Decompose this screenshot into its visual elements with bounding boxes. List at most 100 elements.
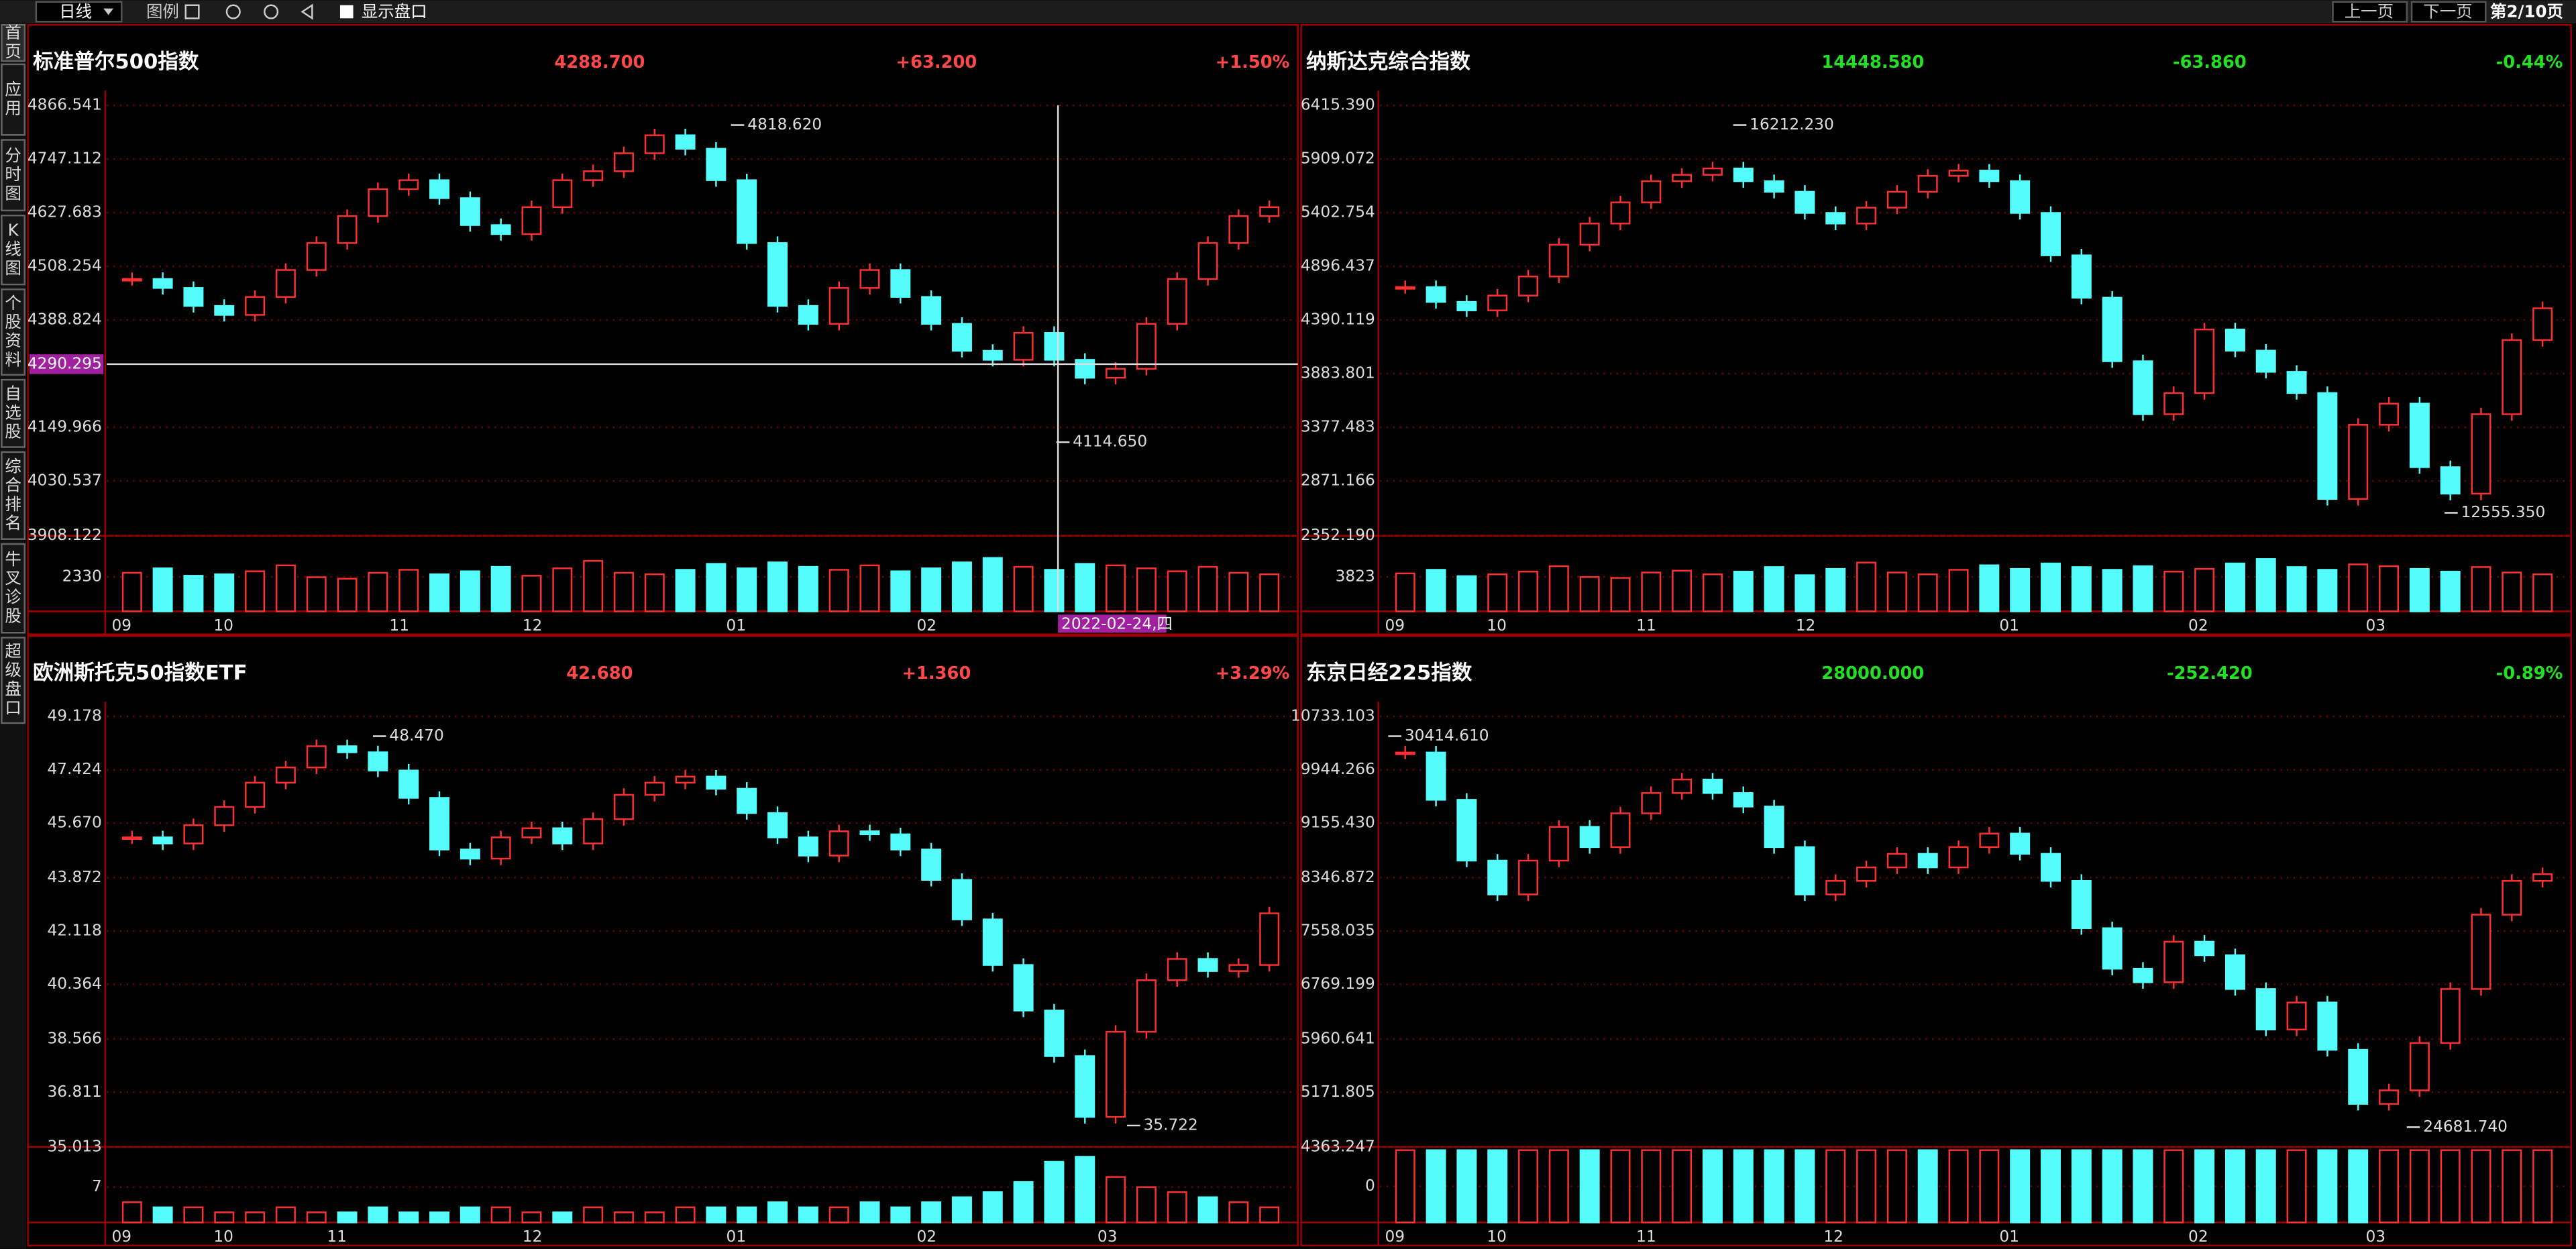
- candle: [152, 278, 173, 289]
- sidebar-tab-label[interactable]: 分时图: [5, 146, 21, 203]
- candle: [1794, 191, 1815, 214]
- volume-bar: [1733, 1149, 1754, 1224]
- legend-button[interactable]: 图例: [146, 2, 179, 21]
- sidebar-tab-label[interactable]: 综合排名: [5, 457, 21, 533]
- volume-bar: [1456, 1149, 1477, 1224]
- volume-bar: [890, 1206, 911, 1224]
- grid-icon[interactable]: [184, 4, 200, 19]
- volume-bar: [398, 569, 419, 612]
- prev-label[interactable]: 上一页: [2345, 2, 2394, 21]
- candle: [1579, 826, 1600, 849]
- sidebar-tab[interactable]: [1, 23, 25, 62]
- candle: [675, 134, 696, 150]
- volume-bar: [1044, 1160, 1065, 1224]
- volume-bar: [1702, 573, 1723, 612]
- annotation: 16212.230: [1750, 115, 1834, 133]
- candle: [1548, 243, 1569, 278]
- sidebar-tab[interactable]: [1, 214, 25, 286]
- volume-bar: [1228, 572, 1249, 612]
- volume-bar: [890, 570, 911, 612]
- panel-pct: -0.89%: [2496, 663, 2563, 684]
- volume-bar: [1886, 1149, 1907, 1224]
- y-tick-label: 4149.966: [28, 417, 102, 435]
- volume-bar: [2163, 1149, 2184, 1224]
- checkbox[interactable]: [339, 5, 354, 19]
- month-label: 11: [1636, 616, 1656, 635]
- candle: [1702, 167, 1723, 176]
- y-tick-label: 43.872: [47, 868, 101, 886]
- volume-bar: [337, 1211, 358, 1224]
- candle: [2255, 988, 2276, 1031]
- show-panel-label[interactable]: 显示盘口: [362, 2, 427, 21]
- volume-bar: [1075, 1156, 1095, 1224]
- sidebar-tab-label[interactable]: 应用: [5, 79, 21, 117]
- sidebar-tab[interactable]: [1, 378, 25, 448]
- y-tick-label: 4627.683: [28, 203, 102, 221]
- candle: [245, 781, 266, 808]
- volume-bar: [921, 567, 942, 612]
- candle: [1106, 1031, 1126, 1118]
- sidebar-tab[interactable]: [1, 139, 25, 212]
- candle: [1013, 964, 1034, 1012]
- sidebar-tab[interactable]: [1, 451, 25, 540]
- period-label[interactable]: 日线: [59, 2, 92, 21]
- next-button[interactable]: [2410, 1, 2487, 23]
- sidebar-tab-label[interactable]: K 线图: [5, 220, 21, 277]
- back-icon[interactable]: [301, 3, 313, 20]
- sidebar-tab-label[interactable]: 首页: [5, 23, 21, 61]
- sidebar-tab[interactable]: [1, 288, 25, 376]
- candle: [1948, 846, 1969, 869]
- volume-bar: [2440, 570, 2461, 612]
- volume-bar: [214, 1211, 235, 1224]
- sidebar-tab-label[interactable]: 自选股: [5, 384, 21, 441]
- candle: [245, 296, 266, 316]
- candle: [706, 775, 727, 790]
- y-tick-label: 2871.166: [1301, 471, 1375, 489]
- sidebar-tab-label[interactable]: 个股资料: [5, 293, 21, 369]
- candle: [183, 287, 204, 307]
- sidebar-tab[interactable]: [1, 543, 25, 634]
- zoom-in[interactable]: [225, 4, 241, 19]
- candle: [1856, 207, 1877, 225]
- candle: [613, 152, 634, 172]
- y-tick-label: 7558.035: [1301, 921, 1375, 939]
- volume-bar: [1075, 563, 1095, 612]
- sidebar-tab[interactable]: [1, 63, 25, 136]
- volume-bar: [1610, 1149, 1631, 1224]
- candle: [1044, 1010, 1065, 1057]
- volume-bar: [737, 1206, 757, 1224]
- volume-bar: [2317, 569, 2338, 612]
- candle: [859, 269, 880, 289]
- candle: [2440, 466, 2461, 495]
- candle: [521, 827, 542, 838]
- candle: [1979, 832, 2000, 849]
- volume-bar: [2224, 562, 2245, 612]
- sidebar-tab[interactable]: [1, 637, 25, 724]
- candle: [1794, 846, 1815, 895]
- prev-button[interactable]: [2332, 1, 2408, 23]
- candle: [2224, 328, 2245, 351]
- sidebar-tab-label[interactable]: 牛叉诊股: [5, 549, 21, 625]
- next-label[interactable]: 下一页: [2423, 2, 2472, 21]
- candle: [1886, 191, 1907, 209]
- candle: [460, 197, 480, 226]
- volume-bar: [1794, 1149, 1815, 1224]
- candle: [2286, 1001, 2307, 1031]
- y-tick-label: 4030.537: [28, 471, 102, 489]
- panel-change: +1.360: [902, 663, 971, 684]
- volume-bar: [2071, 1149, 2092, 1224]
- y-tick-label: 4390.119: [1301, 310, 1375, 328]
- candle: [1075, 359, 1095, 379]
- candle: [613, 794, 634, 820]
- volume-bar: [429, 1211, 449, 1224]
- y-tick-label: 9944.266: [1301, 760, 1375, 778]
- volume-bar: [1610, 577, 1631, 612]
- sidebar-tab-label[interactable]: 超级盘口: [5, 641, 21, 717]
- volume-bar: [859, 1201, 880, 1224]
- candle: [1518, 275, 1539, 296]
- panel-pct: -0.44%: [2496, 52, 2563, 72]
- candle: [583, 818, 604, 845]
- zoom-out[interactable]: [264, 4, 279, 19]
- candle: [2163, 940, 2184, 983]
